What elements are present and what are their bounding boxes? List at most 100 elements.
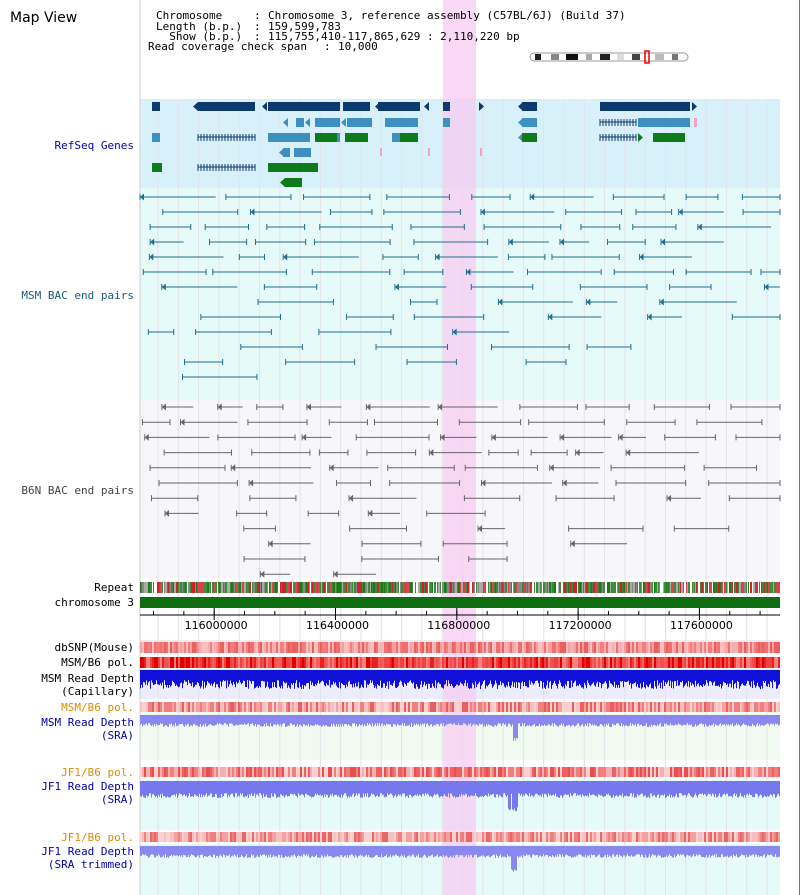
depth-bar (143, 781, 144, 797)
depth-bar (548, 670, 549, 689)
heat-cell (446, 702, 448, 712)
depth-bar (204, 670, 205, 682)
heat-cell (360, 657, 362, 668)
heat-cell (242, 642, 244, 653)
depth-bar (558, 846, 559, 857)
bac-end-arrow (678, 208, 683, 216)
jf1-b6-pol-trim-strip[interactable] (140, 832, 780, 842)
b6n-bac-track[interactable] (142, 403, 781, 578)
heat-cell (254, 642, 256, 653)
depth-bar (718, 670, 719, 686)
heat-cell (758, 767, 760, 777)
depth-bar (306, 715, 307, 725)
jf1-b6-pol-strip[interactable] (140, 767, 780, 777)
depth-bar (229, 715, 230, 724)
depth-bar (140, 781, 141, 797)
depth-bar (145, 715, 146, 725)
heat-cell (144, 702, 146, 712)
heat-cell (230, 702, 232, 712)
repeat-element (484, 582, 485, 593)
jf1-depth-sra-histogram[interactable] (140, 781, 780, 812)
heat-cell (496, 657, 498, 668)
depth-bar (423, 781, 424, 794)
depth-bar (400, 846, 401, 857)
depth-bar (461, 846, 462, 856)
depth-bar (552, 715, 553, 724)
repeat-element (502, 582, 503, 593)
depth-bar (692, 670, 693, 684)
jf1-depth-trim-histogram[interactable] (140, 846, 780, 872)
depth-bar (279, 715, 280, 727)
heat-cell (384, 832, 386, 842)
depth-bar (363, 715, 364, 727)
repeat-element (500, 582, 501, 593)
depth-bar (327, 670, 328, 686)
depth-bar (319, 715, 320, 726)
depth-bar (559, 781, 560, 798)
depth-bar (566, 846, 567, 855)
heat-cell (498, 767, 500, 777)
depth-bar (655, 670, 656, 687)
heat-cell (174, 657, 176, 668)
depth-bar (760, 781, 761, 795)
depth-bar (509, 715, 510, 724)
repeat-track[interactable] (140, 582, 780, 593)
depth-bar (245, 715, 246, 725)
depth-bar (649, 781, 650, 798)
depth-bar (175, 715, 176, 724)
msm-b6-pol-strip[interactable] (140, 657, 780, 668)
depth-bar (470, 670, 471, 689)
heat-cell (326, 702, 328, 712)
highlight-region[interactable] (443, 0, 476, 895)
heat-cell (224, 657, 226, 668)
depth-bar (504, 846, 505, 857)
heat-cell (486, 702, 488, 712)
dbsnp-strip[interactable] (140, 642, 780, 653)
heat-cell (314, 657, 316, 668)
heat-cell (716, 832, 718, 842)
heat-cell (230, 767, 232, 777)
depth-bar (403, 781, 404, 794)
msm-depth-capillary-histogram[interactable] (140, 670, 780, 689)
heat-cell (654, 832, 656, 842)
depth-bar (327, 715, 328, 727)
depth-bar (277, 846, 278, 858)
depth-bar (553, 670, 554, 684)
heat-cell (608, 657, 610, 668)
repeat-element (353, 582, 354, 593)
gene-exon (268, 163, 318, 172)
depth-bar (416, 846, 417, 856)
heat-cell (614, 657, 616, 668)
depth-bar (567, 846, 568, 856)
depth-bar (485, 715, 486, 727)
heat-cell (204, 767, 206, 777)
heat-cell (726, 657, 728, 668)
depth-bar (214, 670, 215, 683)
heat-cell (330, 767, 332, 777)
chromosome-ideogram[interactable] (529, 50, 689, 64)
depth-bar (562, 715, 563, 726)
msm-b6-pol-sra-strip[interactable] (140, 702, 780, 712)
msm-depth-sra-histogram[interactable] (140, 715, 780, 741)
heat-cell (752, 702, 754, 712)
heat-cell (688, 767, 690, 777)
refseq-genes-track[interactable] (152, 102, 697, 187)
heat-cell (348, 657, 350, 668)
depth-bar (336, 715, 337, 725)
depth-bar (275, 715, 276, 725)
depth-bar (535, 715, 536, 727)
heat-cell (772, 832, 774, 842)
msm-bac-track[interactable] (139, 193, 781, 381)
heat-cell (216, 702, 218, 712)
heat-cell (332, 702, 334, 712)
heat-cell (688, 657, 690, 668)
heat-cell (480, 657, 482, 668)
heat-cell (562, 767, 564, 777)
depth-bar (648, 715, 649, 727)
depth-bar (496, 715, 497, 727)
depth-bar (279, 846, 280, 855)
heat-cell (476, 767, 478, 777)
heat-cell (436, 702, 438, 712)
depth-bar (483, 715, 484, 727)
